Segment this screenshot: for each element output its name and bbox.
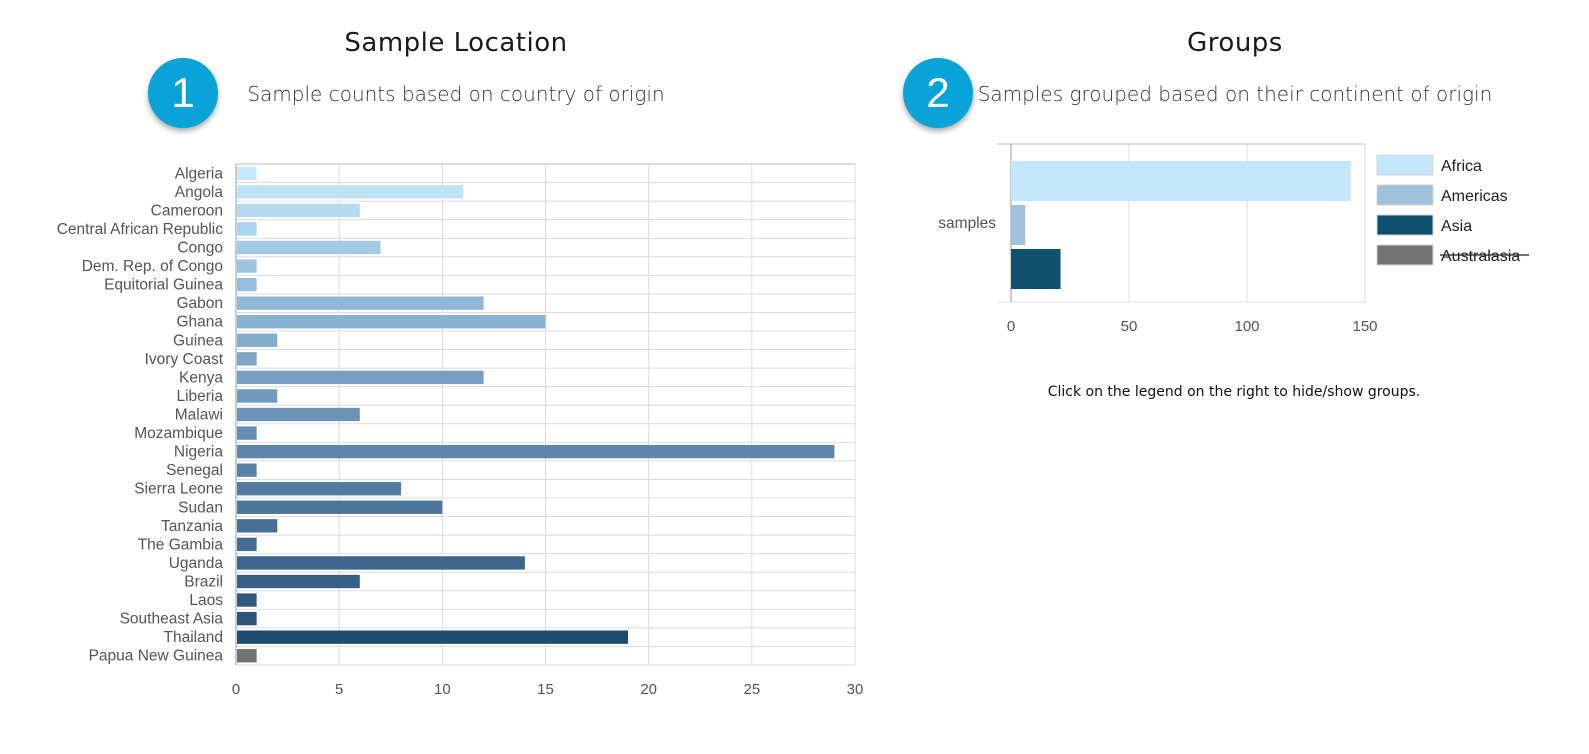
legend-item-africa[interactable]: Africa [1376,154,1482,176]
bar-southeast-asia [237,611,257,626]
bar-dem-rep-of-congo [237,259,257,273]
x-tick-label: 30 [847,681,864,698]
category-label-brazil: Brazil [184,574,223,591]
bar-malawi [237,407,360,422]
right-panel-subtitle: Samples grouped based on their continent… [977,82,1493,106]
bar-nigeria [237,444,835,459]
x-tick-label: 15 [537,681,554,698]
legend-item-americas[interactable]: Americas [1376,184,1508,206]
category-label-laos: Laos [189,592,223,609]
category-label-congo: Congo [177,240,223,257]
category-label-ivory-coast: Ivory Coast [145,351,224,368]
bar-sudan [237,500,443,514]
x-tick-label: 5 [335,681,343,698]
category-label-tanzania: Tanzania [161,518,223,535]
bar-mozambique [237,426,257,440]
category-label-southeast-asia: Southeast Asia [120,611,224,628]
category-label-central-african-republic: Central African Republic [57,221,224,238]
legend-item-australasia[interactable]: Australasia [1376,244,1530,266]
bar-brazil [237,574,360,589]
category-label-uganda: Uganda [169,555,224,572]
category-label-angola: Angola [175,184,224,201]
category-label-senegal: Senegal [166,462,223,479]
bar-congo [237,240,381,255]
bar-angola [237,185,463,199]
bar-africa [1011,161,1351,201]
bar-ivory-coast [237,352,257,366]
x-tick-label: 20 [640,681,657,698]
legend-label-africa: Africa [1441,158,1482,175]
category-label-mozambique: Mozambique [134,425,223,442]
category-label-guinea: Guinea [173,332,223,349]
bar-sierra-leone [237,482,402,496]
category-label-malawi: Malawi [175,407,223,424]
step-2-badge: 2 [903,58,973,128]
left-panel-title: Sample Location [344,28,568,58]
category-label-thailand: Thailand [164,629,223,646]
category-label-kenya: Kenya [179,369,223,386]
category-label-ghana: Ghana [176,314,223,331]
bar-gabon [237,296,484,310]
bar-kenya [237,370,484,385]
step-1-badge: 1 [148,58,218,128]
group-bar-chart: 0 50 100 150 samples Africa Americas Asia Austra… [938,143,1530,335]
legend-swatch-africa [1376,154,1434,176]
legend-swatch-australasia [1376,244,1434,266]
category-label-the-gambia: The Gambia [138,536,224,553]
bar-ghana [237,315,546,329]
bar-the-gambia [237,537,257,552]
category-label-gabon: Gabon [176,295,223,312]
bar-guinea [237,333,278,347]
bar-uganda [237,556,525,570]
category-label-samples: samples [938,215,996,232]
category-label-equitorial-guinea: Equitorial Guinea [104,277,223,294]
bar-algeria [237,166,257,180]
bar-thailand [237,630,629,644]
left-panel-subtitle: Sample counts based on country of origin [247,82,665,106]
legend-hint-text: Click on the legend on the right to hide… [1047,384,1421,400]
legend-label-australasia: Australasia [1441,248,1520,265]
legend-swatch-americas [1376,184,1434,206]
bar-liberia [237,389,278,403]
legend-label-americas: Americas [1441,188,1508,205]
category-label-cameroon: Cameroon [151,202,223,219]
category-label-papua-new-guinea: Papua New Guinea [89,648,224,665]
bar-papua-new-guinea [237,649,257,663]
bar-americas [1011,205,1026,245]
legend-item-asia[interactable]: Asia [1376,214,1472,236]
x-tick-label: 0 [232,681,240,698]
category-label-sudan: Sudan [178,499,223,516]
right-panel-title: Groups [1187,28,1283,58]
category-label-dem-rep-of-congo: Dem. Rep. of Congo [82,258,223,275]
category-label-sierra-leone: Sierra Leone [134,481,223,498]
bar-laos [237,593,257,607]
category-label-nigeria: Nigeria [174,444,223,461]
x-tick-label: 150 [1352,318,1377,335]
bar-equitorial-guinea [237,277,257,292]
bar-cameroon [237,203,360,218]
bar-senegal [237,463,257,477]
x-tick-label: 0 [1007,318,1015,335]
category-label-liberia: Liberia [176,388,223,405]
bar-asia [1011,249,1061,289]
x-tick-label: 50 [1121,318,1138,335]
bar-central-african-republic [237,222,257,236]
category-label-algeria: Algeria [175,165,224,182]
x-tick-label: 25 [743,681,760,698]
x-tick-label: 10 [434,681,451,698]
x-tick-label: 100 [1234,318,1259,335]
bar-tanzania [237,519,278,533]
legend-swatch-asia [1376,214,1434,236]
legend-label-asia: Asia [1441,218,1472,235]
